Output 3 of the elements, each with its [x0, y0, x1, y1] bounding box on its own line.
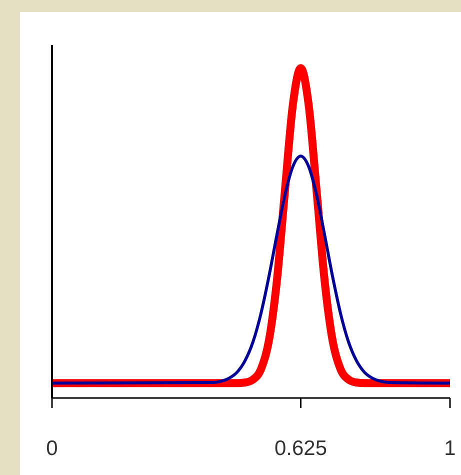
x-tick-label: 0 [46, 436, 58, 460]
x-tick-label: 1 [444, 436, 456, 460]
x-tick-label: 0.625 [274, 436, 328, 460]
